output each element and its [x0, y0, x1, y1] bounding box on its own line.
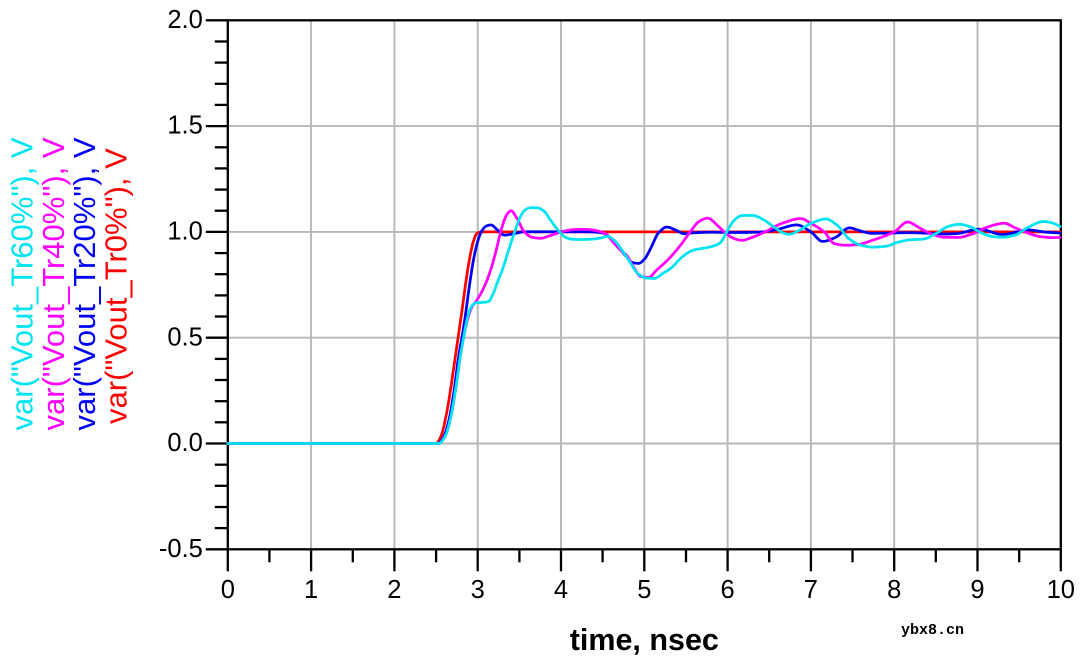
svg-text:1.0: 1.0	[167, 218, 202, 246]
svg-text:1: 1	[304, 576, 318, 604]
svg-text:ybx8.cn: ybx8.cn	[901, 622, 964, 639]
svg-text:9: 9	[970, 576, 984, 604]
svg-text:-0.5: -0.5	[159, 535, 203, 563]
svg-text:8: 8	[887, 576, 901, 604]
svg-text:var("Vout_Tr20%"), V: var("Vout_Tr20%"), V	[67, 137, 102, 430]
svg-text:2: 2	[387, 576, 401, 604]
svg-text:1.5: 1.5	[167, 112, 202, 140]
svg-text:7: 7	[804, 576, 818, 604]
svg-text:3: 3	[471, 576, 485, 604]
svg-text:var("Vout_Tr60%"), V: var("Vout_Tr60%"), V	[5, 137, 40, 430]
svg-text:6: 6	[721, 576, 735, 604]
svg-text:2.0: 2.0	[167, 6, 202, 34]
svg-text:0: 0	[221, 576, 235, 604]
svg-text:4: 4	[554, 576, 568, 604]
svg-text:var("Vout_Tr40%"), V: var("Vout_Tr40%"), V	[36, 137, 71, 430]
svg-text:time, nsec: time, nsec	[570, 623, 719, 657]
svg-text:0.0: 0.0	[167, 429, 202, 457]
svg-text:var("Vout_Tr0%"), V: var("Vout_Tr0%"), V	[98, 148, 133, 424]
svg-text:0.5: 0.5	[167, 323, 202, 351]
svg-text:5: 5	[637, 576, 651, 604]
svg-text:10: 10	[1047, 576, 1075, 604]
